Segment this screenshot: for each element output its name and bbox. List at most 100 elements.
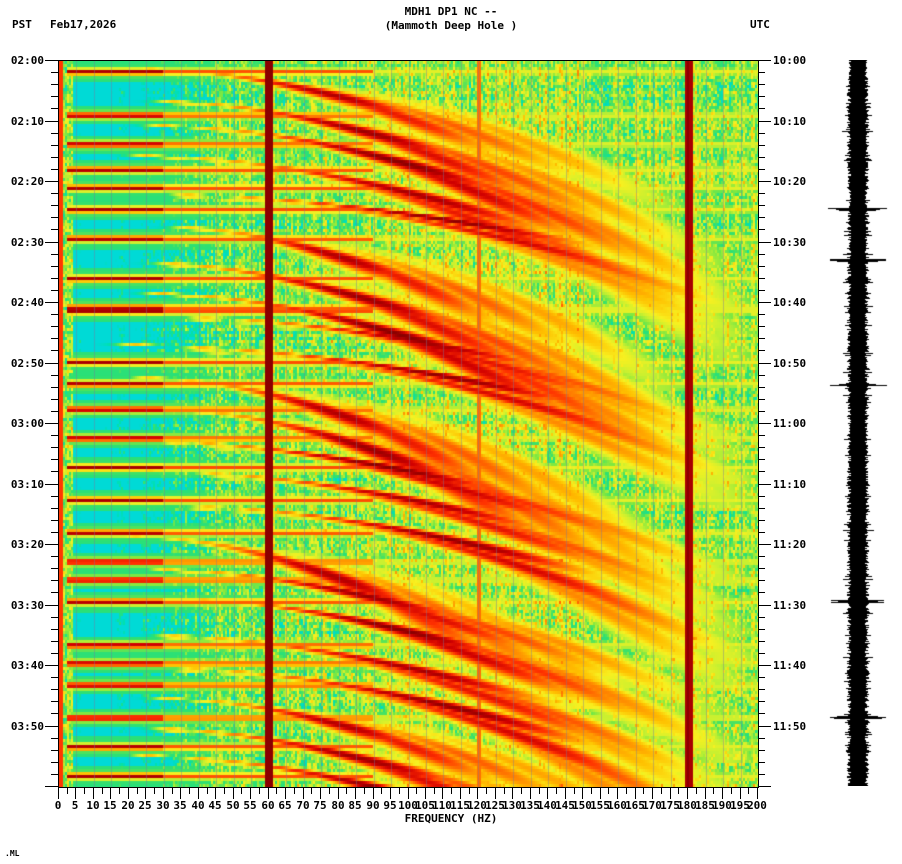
freq-tick-major [110,787,111,799]
time-tick-minor-left [51,617,58,618]
freq-tick-major [268,787,269,799]
freq-tick-minor [469,787,470,794]
time-label-pst: 02:20 [10,175,44,188]
time-tick-minor-left [51,217,58,218]
time-tick-major-right [758,665,771,666]
freq-tick-major [617,787,618,799]
time-tick-minor-right [758,520,765,521]
freq-tick-minor [67,787,68,794]
freq-tick-major [163,787,164,799]
freq-label: 105 [415,799,435,812]
time-tick-major-left [45,242,58,243]
freq-label: 120 [467,799,487,812]
time-tick-minor-left [51,496,58,497]
time-tick-minor-left [51,338,58,339]
time-tick-minor-right [758,641,765,642]
freq-label: 190 [712,799,732,812]
time-tick-minor-left [51,229,58,230]
time-tick-minor-right [758,254,765,255]
freq-label: 115 [450,799,470,812]
freq-label: 35 [173,799,187,812]
corner-mark: .ML [5,849,20,858]
time-tick-minor-left [51,459,58,460]
time-tick-major-right [758,181,771,182]
freq-tick-major [512,787,513,799]
time-tick-major-right [758,363,771,364]
time-label-utc: 11:40 [773,659,807,672]
time-label-utc: 11:10 [773,478,807,491]
freq-label: 100 [398,799,418,812]
freq-label: 10 [86,799,100,812]
time-tick-minor-left [51,653,58,654]
time-tick-major-left [45,363,58,364]
freq-label: 50 [226,799,240,812]
freq-tick-minor [224,787,225,794]
time-tick-minor-right [758,459,765,460]
time-tick-minor-right [758,108,765,109]
time-tick-minor-left [51,193,58,194]
time-tick-major-right [758,302,771,303]
time-tick-minor-left [51,278,58,279]
time-tick-minor-left [51,350,58,351]
freq-tick-major [687,787,688,799]
freq-tick-major [285,787,286,799]
time-tick-minor-right [758,133,765,134]
time-tick-major-right [758,60,771,61]
time-tick-minor-right [758,629,765,630]
freq-label: 140 [537,799,557,812]
time-tick-minor-right [758,375,765,376]
time-tick-minor-left [51,133,58,134]
time-tick-minor-left [51,629,58,630]
freq-tick-major [705,787,706,799]
time-tick-minor-left [51,435,58,436]
time-tick-major-left [45,726,58,727]
time-label-utc: 10:20 [773,175,807,188]
freq-tick-minor [189,787,190,794]
time-label-utc: 11:50 [773,720,807,733]
freq-tick-minor [207,787,208,794]
freq-tick-major [408,787,409,799]
freq-label: 150 [572,799,592,812]
time-tick-minor-left [51,750,58,751]
time-tick-minor-left [51,762,58,763]
time-tick-minor-left [51,157,58,158]
time-tick-minor-left [51,738,58,739]
freq-tick-minor [678,787,679,794]
time-tick-minor-left [51,205,58,206]
freq-tick-minor [504,787,505,794]
time-label-pst: 03:30 [10,599,44,612]
time-tick-minor-right [758,580,765,581]
freq-tick-major [145,787,146,799]
freq-tick-minor [661,787,662,794]
freq-tick-major [320,787,321,799]
time-label-pst: 02:50 [10,357,44,370]
freq-tick-minor [556,787,557,794]
time-tick-minor-left [51,314,58,315]
seismogram-trace-canvas [820,60,892,786]
time-label-utc: 11:20 [773,538,807,551]
freq-tick-minor [713,787,714,794]
freq-label: 40 [191,799,205,812]
freq-tick-major [547,787,548,799]
time-tick-minor-right [758,496,765,497]
freq-label: 125 [485,799,505,812]
freq-tick-major [530,787,531,799]
seismogram-trace-panel [820,60,892,786]
freq-label: 85 [348,799,362,812]
freq-tick-major [565,787,566,799]
time-label-pst: 02:00 [10,54,44,67]
time-tick-major-right [758,121,771,122]
spectrogram-plot[interactable] [58,60,759,788]
freq-label: 30 [156,799,170,812]
time-label-pst: 03:00 [10,417,44,430]
time-tick-minor-right [758,338,765,339]
timezone-label-right: UTC [750,18,770,31]
freq-tick-minor [626,787,627,794]
freq-tick-minor [172,787,173,794]
freq-label: 165 [625,799,645,812]
time-label-utc: 10:00 [773,54,807,67]
spectrogram-canvas[interactable] [59,61,758,787]
page-subtitle: (Mammoth Deep Hole ) [384,19,518,32]
time-tick-minor-right [758,399,765,400]
time-tick-major-right [758,242,771,243]
